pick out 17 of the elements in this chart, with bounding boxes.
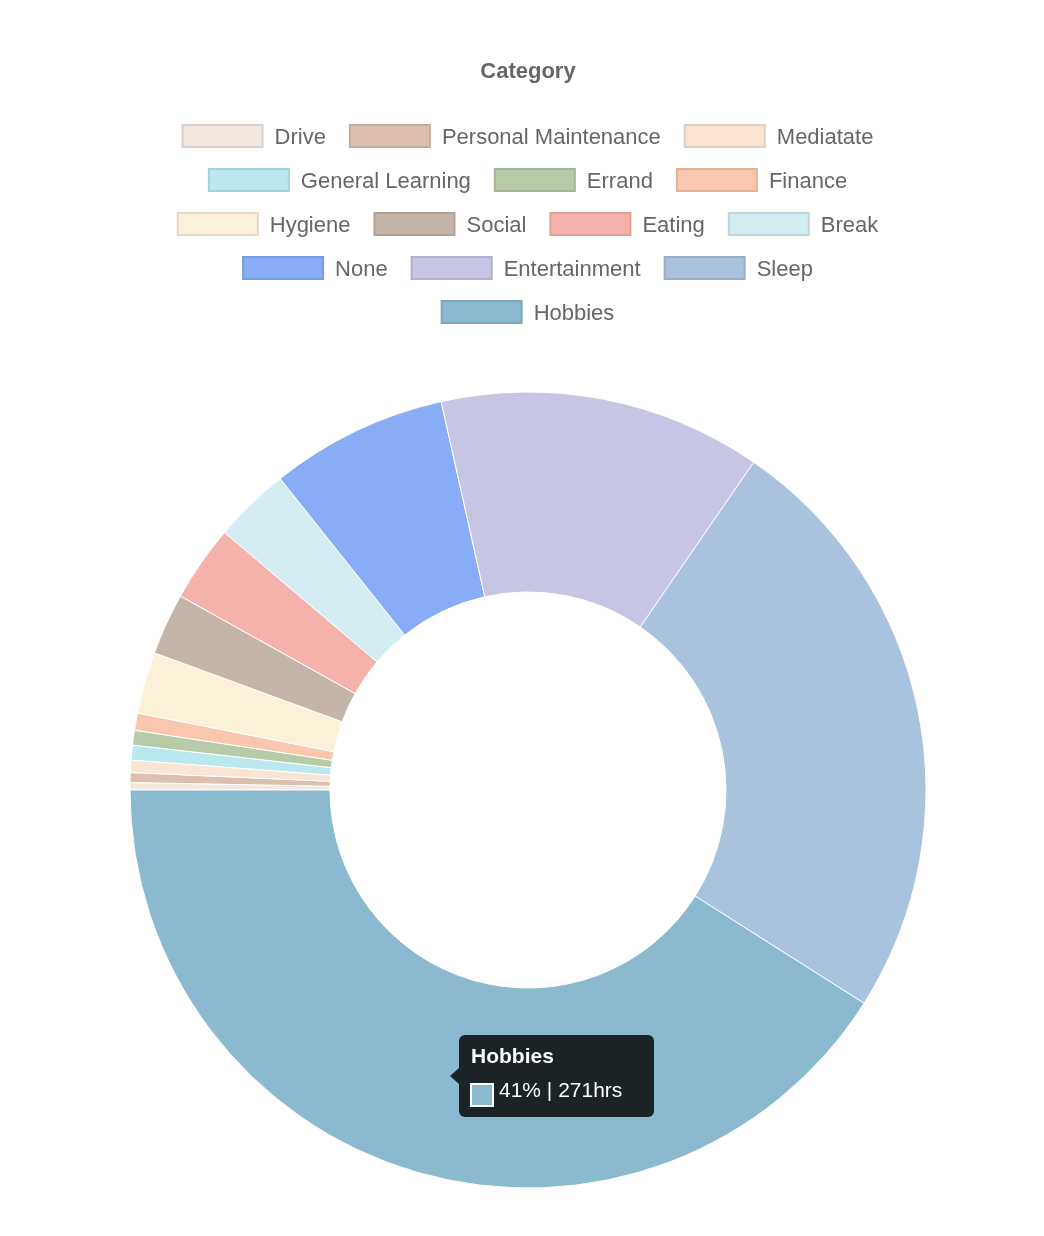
legend-label: Personal Maintenance (441, 123, 661, 149)
legend-label: Drive (274, 123, 326, 149)
legend-label: Sleep (756, 255, 813, 281)
text: Hobbies (471, 1044, 554, 1067)
legend-label: Finance (768, 167, 848, 193)
legend-label: Break (820, 211, 880, 237)
legend-title: Category (480, 58, 577, 83)
legend-label: Entertainment (503, 255, 641, 281)
legend-label: Mediatate (776, 123, 874, 149)
legend-label: Hobbies (533, 299, 615, 325)
legend-label: None (335, 255, 388, 281)
legend-label: Errand (586, 167, 653, 193)
legend-label: General Learning (300, 167, 471, 193)
legend-label: Eating (642, 211, 705, 237)
legend-label: Hygiene (269, 211, 351, 237)
legend-label: Social (466, 211, 527, 237)
text: 41% | 271hrs (499, 1078, 623, 1101)
